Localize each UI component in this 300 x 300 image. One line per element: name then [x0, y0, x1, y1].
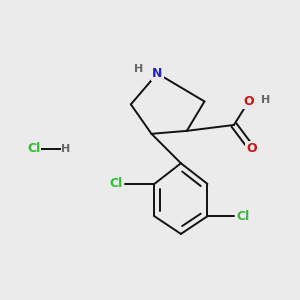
Text: Cl: Cl — [110, 177, 123, 190]
Text: Cl: Cl — [237, 210, 250, 223]
Text: O: O — [246, 142, 257, 155]
Text: N: N — [152, 67, 163, 80]
Text: H: H — [61, 143, 71, 154]
Text: Cl: Cl — [27, 142, 40, 155]
Text: H: H — [134, 64, 144, 74]
Text: O: O — [243, 95, 254, 108]
Text: H: H — [261, 95, 270, 105]
